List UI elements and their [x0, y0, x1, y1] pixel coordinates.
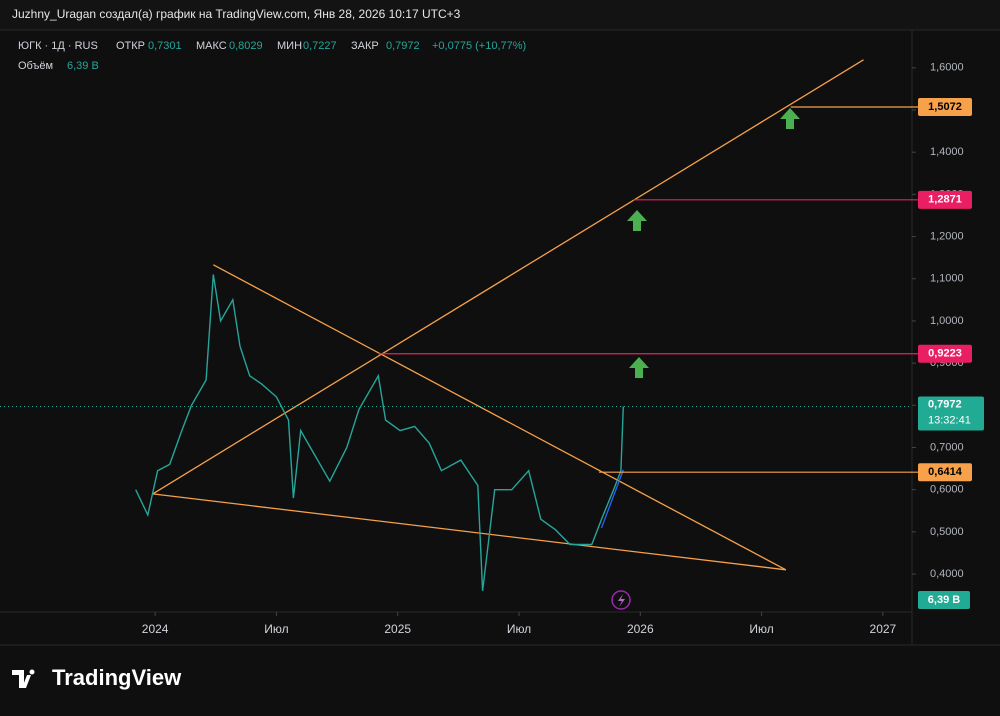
arrows [627, 108, 800, 378]
level-box [918, 190, 972, 209]
last-price-time: 13:32:41 [928, 414, 971, 426]
close-label: ЗАКР [351, 40, 379, 52]
last-price-label: 0,7972 [928, 398, 962, 410]
high-value: 0,8029 [229, 40, 263, 52]
open-value: 0,7301 [148, 40, 182, 52]
level-box [918, 344, 972, 363]
y-tick-label: 1,6000 [930, 62, 964, 74]
y-tick-label: 0,5000 [930, 526, 964, 538]
y-tick-label: 1,2000 [930, 230, 964, 242]
x-tick-label: Июл [507, 622, 531, 636]
level-box [918, 97, 972, 116]
x-tick-label: Июл [749, 622, 773, 636]
volume-box [918, 591, 970, 609]
logo-text: TradingView [52, 665, 182, 690]
plot-area: 0,40000,50000,60000,70000,80000,90001,00… [0, 59, 984, 636]
logo-dot [29, 669, 35, 675]
y-tick-label: 0,4000 [930, 568, 964, 580]
last-price-box [918, 396, 984, 431]
x-tick-label: 2024 [142, 622, 169, 636]
x-tick-label: Июл [264, 622, 288, 636]
low-value: 0,7227 [303, 40, 337, 52]
level-label: 0,6414 [928, 466, 963, 478]
volume-value: 6,39 B [67, 60, 99, 72]
level-box [918, 463, 972, 482]
close-value: 0,7972 [386, 40, 420, 52]
event-icon-bolt [618, 594, 625, 607]
volume-label: Объём [18, 60, 53, 72]
high-label: МАКС [196, 40, 227, 52]
header-text: Juzhny_Uragan создал(а) график на Tradin… [12, 7, 461, 21]
level-label: 0,9223 [928, 348, 962, 360]
y-tick-label: 1,1000 [930, 273, 964, 285]
legend: ЮГК · 1Д · RUS ОТКР 0,7301 МАКС 0,8029 М… [18, 40, 526, 72]
trend-line [600, 469, 624, 529]
x-tick-label: 2026 [627, 622, 654, 636]
trend-line [152, 493, 786, 571]
level-label: 1,2871 [928, 194, 962, 206]
event-icon[interactable] [611, 590, 631, 610]
level-label: 1,5072 [928, 101, 962, 113]
header-bar [0, 0, 1000, 30]
symbol: ЮГК · 1Д · RUS [18, 40, 98, 52]
up-arrow [627, 210, 647, 231]
y-tick-label: 0,7000 [930, 441, 964, 453]
up-arrow [629, 357, 649, 378]
y-tick-label: 0,6000 [930, 484, 964, 496]
x-tick-label: 2025 [384, 622, 411, 636]
open-label: ОТКР [116, 40, 145, 52]
x-tick-label: 2027 [870, 622, 897, 636]
trend-line [213, 264, 787, 571]
logo-mark [12, 670, 31, 688]
trend-line [152, 59, 864, 495]
y-tick-label: 1,0000 [930, 315, 964, 327]
up-arrow [780, 108, 800, 129]
change-value: +0,0775 (+10,77%) [432, 40, 526, 52]
low-label: МИН [277, 40, 302, 52]
volume-badge: 6,39 B [928, 594, 960, 606]
y-tick-label: 1,4000 [930, 146, 964, 158]
footer-logo: TradingView [12, 665, 182, 690]
price-line [135, 274, 624, 591]
